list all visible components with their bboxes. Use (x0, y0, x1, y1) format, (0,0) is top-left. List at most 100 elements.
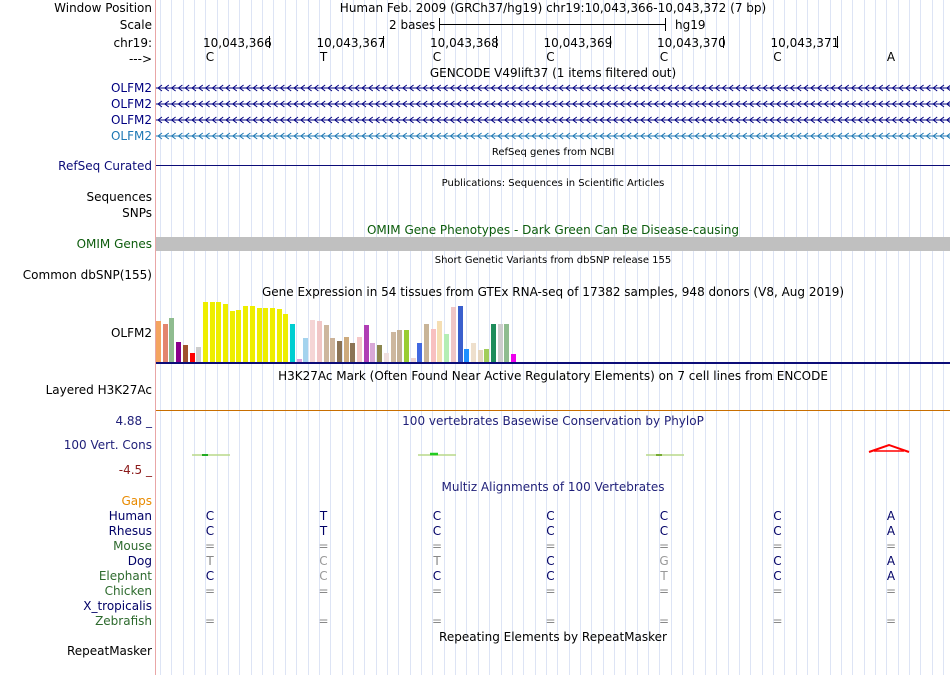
gtex-tissue-bar[interactable] (269, 308, 275, 362)
gtex-tissue-bar[interactable] (350, 343, 356, 362)
gtex-tissue-bar[interactable] (464, 349, 470, 362)
omim-gene-bar[interactable] (156, 237, 950, 251)
aligned-base: = (431, 614, 443, 628)
gtex-tissue-bar[interactable] (202, 302, 208, 362)
scale-bar-left-cap (439, 18, 440, 31)
h3k27ac-label[interactable]: Layered H3K27Ac (45, 383, 152, 397)
gtex-tissue-bar[interactable] (470, 343, 476, 362)
gtex-tissue-bar[interactable] (424, 324, 429, 362)
gtex-tissue-bar[interactable] (223, 304, 228, 362)
gtex-tissue-bar[interactable] (216, 302, 222, 362)
aligned-base: C (773, 524, 782, 538)
gtex-tissue-bar[interactable] (276, 309, 282, 362)
gtex-tissue-bar[interactable] (504, 324, 510, 362)
omim-track-title[interactable]: OMIM Gene Phenotypes - Dark Green Can Be… (366, 223, 740, 237)
gtex-tissue-bar[interactable] (256, 308, 262, 362)
gtex-tissue-bar[interactable] (390, 332, 396, 362)
aligned-base: = (318, 614, 329, 628)
aligned-base: A (886, 509, 896, 523)
gtex-tissue-bar[interactable] (316, 321, 322, 362)
gtex-tissue-bar[interactable] (330, 338, 336, 362)
gtex-tissue-bar[interactable] (437, 321, 443, 362)
gtex-tissue-bar[interactable] (491, 324, 496, 362)
refseq-label[interactable]: RefSeq Curated (58, 159, 152, 173)
gtex-tissue-bar[interactable] (477, 350, 483, 362)
gtex-tissue-bar[interactable] (303, 338, 309, 362)
omim-label[interactable]: OMIM Genes (76, 237, 152, 251)
gtex-tissue-bar[interactable] (310, 320, 316, 362)
gtex-tissue-bar[interactable] (383, 353, 389, 362)
gtex-tissue-bar[interactable] (229, 311, 235, 362)
common-dbsnp-label[interactable]: Common dbSNP(155) (22, 268, 152, 282)
gencode-gene-label[interactable]: OLFM2 (110, 97, 152, 111)
species-label-mouse[interactable]: Mouse (113, 539, 152, 553)
gtex-tissue-bar[interactable] (457, 306, 463, 362)
gtex-tissue-bar[interactable] (290, 324, 295, 362)
gtex-tissue-bar[interactable] (296, 359, 302, 362)
species-label-x_tropicalis[interactable]: X_tropicalis (83, 599, 152, 613)
repeatmasker-label[interactable]: RepeatMasker (66, 644, 152, 658)
refseq-gene-line[interactable] (156, 165, 950, 166)
gencode-gene-model[interactable] (156, 81, 950, 95)
gtex-tissue-bar[interactable] (363, 325, 369, 362)
gencode-gene-label[interactable]: OLFM2 (110, 113, 152, 127)
repeatmasker-track-title[interactable]: Repeating Elements by RepeatMasker (439, 630, 667, 644)
snps-label[interactable]: SNPs (122, 206, 152, 220)
gtex-tissue-bar[interactable] (336, 341, 342, 362)
species-label-human[interactable]: Human (108, 509, 152, 523)
gtex-tissue-bar[interactable] (156, 321, 161, 362)
gtex-expression-chart[interactable] (156, 300, 556, 362)
gtex-tissue-bar[interactable] (357, 337, 362, 362)
gtex-tissue-bar[interactable] (283, 314, 289, 362)
aligned-base: = (204, 614, 216, 628)
gencode-gene-model[interactable] (156, 97, 950, 111)
gtex-tissue-bar[interactable] (410, 358, 416, 362)
gtex-gene-label[interactable]: OLFM2 (110, 326, 152, 340)
gtex-tissue-bar[interactable] (370, 343, 376, 362)
conservation-track-title[interactable]: 100 vertebrates Basewise Conservation by… (402, 414, 704, 428)
gtex-tissue-bar[interactable] (249, 306, 255, 362)
aligned-base: = (204, 539, 216, 553)
gtex-tissue-bar[interactable] (209, 302, 215, 362)
gtex-tissue-bar[interactable] (484, 349, 490, 362)
species-label-rhesus[interactable]: Rhesus (108, 524, 152, 538)
gtex-tissue-bar[interactable] (236, 310, 242, 362)
gtex-tissue-bar[interactable] (243, 306, 249, 362)
gtex-tissue-bar[interactable] (511, 354, 517, 362)
gtex-tissue-bar[interactable] (263, 308, 269, 362)
multiz-track-title[interactable]: Multiz Alignments of 100 Vertebrates (441, 480, 665, 494)
gtex-track-title[interactable]: Gene Expression in 54 tissues from GTEx … (261, 285, 845, 299)
gtex-tissue-bar[interactable] (403, 330, 409, 362)
gtex-tissue-bar[interactable] (176, 342, 182, 362)
gtex-tissue-bar[interactable] (196, 347, 202, 362)
gtex-tissue-bar[interactable] (162, 324, 168, 362)
gtex-tissue-bar[interactable] (417, 343, 423, 362)
publications-track-title[interactable]: Publications: Sequences in Scientific Ar… (441, 178, 665, 189)
gtex-tissue-bar[interactable] (169, 318, 175, 362)
gtex-tissue-bar[interactable] (182, 345, 188, 362)
gtex-tissue-bar[interactable] (377, 345, 383, 362)
gencode-gene-label[interactable]: OLFM2 (110, 129, 152, 143)
species-label-elephant[interactable]: Elephant (98, 569, 152, 583)
gtex-tissue-bar[interactable] (497, 324, 503, 362)
gtex-tissue-bar[interactable] (430, 329, 436, 362)
gaps-label[interactable]: Gaps (121, 494, 152, 508)
species-label-chicken[interactable]: Chicken (104, 584, 152, 598)
gencode-gene-model[interactable] (156, 129, 950, 143)
phylop-track-label[interactable]: 100 Vert. Cons (63, 438, 152, 452)
gtex-tissue-bar[interactable] (343, 337, 349, 362)
gtex-tissue-bar[interactable] (444, 334, 450, 362)
gtex-tissue-bar[interactable] (323, 325, 329, 362)
refseq-track-title[interactable]: RefSeq genes from NCBI (491, 147, 615, 158)
gencode-gene-label[interactable]: OLFM2 (110, 81, 152, 95)
gtex-tissue-bar[interactable] (450, 307, 456, 362)
species-label-zebrafish[interactable]: Zebrafish (95, 614, 152, 628)
gtex-tissue-bar[interactable] (189, 353, 195, 362)
dbsnp-track-title[interactable]: Short Genetic Variants from dbSNP releas… (434, 255, 672, 266)
h3k27ac-track-title[interactable]: H3K27Ac Mark (Often Found Near Active Re… (278, 369, 828, 383)
species-label-dog[interactable]: Dog (127, 554, 152, 568)
gencode-track-title[interactable]: GENCODE V49lift37 (1 items filtered out) (429, 66, 677, 80)
gencode-gene-model[interactable] (156, 113, 950, 127)
sequences-label[interactable]: Sequences (86, 190, 152, 204)
gtex-tissue-bar[interactable] (397, 330, 403, 362)
